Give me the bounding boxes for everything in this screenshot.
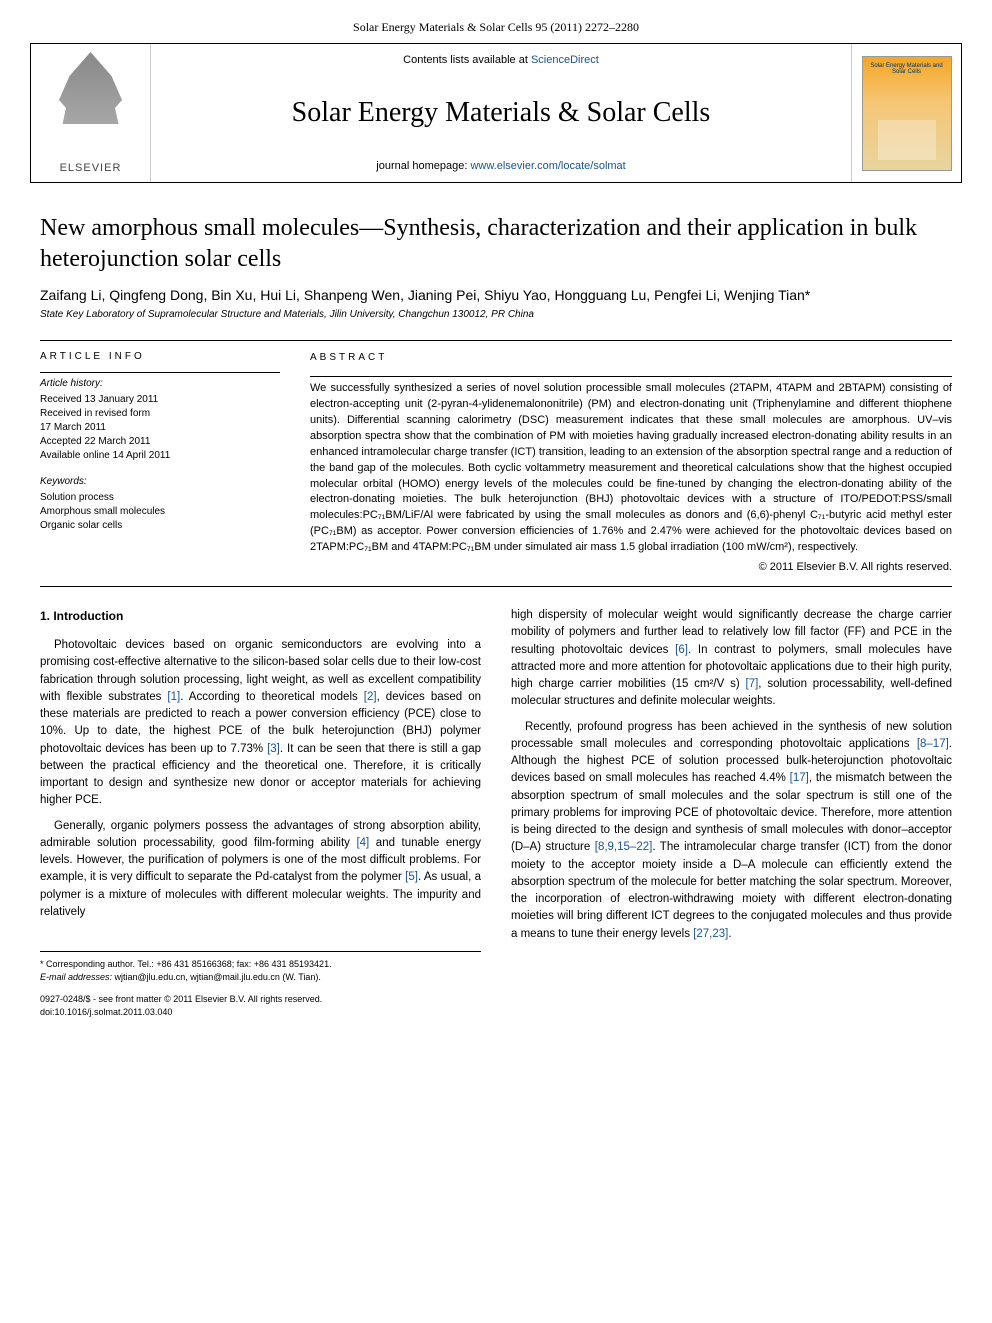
intro-heading: 1. Introduction bbox=[40, 607, 481, 625]
column-right: high dispersity of molecular weight woul… bbox=[511, 607, 952, 983]
para-3: high dispersity of molecular weight woul… bbox=[511, 607, 952, 711]
abstract-label: abstract bbox=[310, 351, 952, 366]
ref-5[interactable]: [5] bbox=[405, 871, 418, 883]
footnote: * Corresponding author. Tel.: +86 431 85… bbox=[40, 951, 481, 983]
ref-4[interactable]: [4] bbox=[356, 837, 369, 849]
email-line: E-mail addresses: wjtian@jlu.edu.cn, wjt… bbox=[40, 971, 481, 984]
info-divider bbox=[40, 372, 280, 373]
authors-list: Zaifang Li, Qingfeng Dong, Bin Xu, Hui L… bbox=[40, 287, 952, 303]
abstract: abstract We successfully synthesized a s… bbox=[310, 351, 952, 576]
divider-top bbox=[40, 340, 952, 341]
history-head: Article history: bbox=[40, 377, 280, 391]
header-journal-ref[interactable]: Solar Energy Materials & Solar Cells 95 … bbox=[0, 0, 992, 43]
publisher-block: ELSEVIER bbox=[31, 44, 151, 182]
masthead: ELSEVIER Contents lists available at Sci… bbox=[30, 43, 962, 183]
affiliation: State Key Laboratory of Supramolecular S… bbox=[40, 309, 952, 320]
footer-meta: 0927-0248/$ - see front matter © 2011 El… bbox=[40, 993, 952, 1018]
sciencedirect-link[interactable]: ScienceDirect bbox=[531, 54, 599, 66]
ref-27-23[interactable]: [27,23] bbox=[693, 928, 728, 940]
history-dates: Received 13 January 2011 Received in rev… bbox=[40, 393, 280, 463]
article-history: Article history: Received 13 January 201… bbox=[40, 377, 280, 463]
elsevier-tree-icon bbox=[56, 52, 126, 132]
para-1: Photovoltaic devices based on organic se… bbox=[40, 637, 481, 810]
homepage-line: journal homepage: www.elsevier.com/locat… bbox=[161, 160, 841, 172]
abstract-divider bbox=[310, 376, 952, 377]
journal-cover-thumbnail: Solar Energy Materials and Solar Cells bbox=[862, 56, 952, 171]
masthead-center: Contents lists available at ScienceDirec… bbox=[151, 44, 851, 182]
publisher-name: ELSEVIER bbox=[60, 162, 122, 174]
journal-name: Solar Energy Materials & Solar Cells bbox=[161, 97, 841, 129]
cover-thumb-block: Solar Energy Materials and Solar Cells bbox=[851, 44, 961, 182]
article-title: New amorphous small molecules—Synthesis,… bbox=[40, 213, 952, 275]
abstract-copyright: © 2011 Elsevier B.V. All rights reserved… bbox=[310, 560, 952, 576]
keywords-head: Keywords: bbox=[40, 475, 280, 489]
ref-8-9-15-22[interactable]: [8,9,15–22] bbox=[595, 841, 653, 853]
homepage-link[interactable]: www.elsevier.com/locate/solmat bbox=[470, 160, 625, 172]
ref-1[interactable]: [1] bbox=[167, 691, 180, 703]
ref-7[interactable]: [7] bbox=[746, 678, 759, 690]
ref-17[interactable]: [17] bbox=[790, 772, 809, 784]
ref-8-17[interactable]: [8–17] bbox=[917, 738, 949, 750]
ref-2[interactable]: [2] bbox=[364, 691, 377, 703]
ref-3[interactable]: [3] bbox=[267, 743, 280, 755]
keywords-block: Keywords: Solution process Amorphous sma… bbox=[40, 475, 280, 533]
article-info: article info Article history: Received 1… bbox=[40, 351, 280, 576]
article-info-label: article info bbox=[40, 351, 280, 362]
para-2: Generally, organic polymers possess the … bbox=[40, 818, 481, 922]
column-left: 1. Introduction Photovoltaic devices bas… bbox=[40, 607, 481, 983]
divider-bottom bbox=[40, 586, 952, 587]
keywords-list: Solution process Amorphous small molecul… bbox=[40, 491, 280, 533]
issn-line: 0927-0248/$ - see front matter © 2011 El… bbox=[40, 993, 952, 1006]
para-4: Recently, profound progress has been ach… bbox=[511, 719, 952, 943]
doi-line: doi:10.1016/j.solmat.2011.03.040 bbox=[40, 1006, 952, 1019]
ref-6[interactable]: [6] bbox=[675, 644, 688, 656]
abstract-text: We successfully synthesized a series of … bbox=[310, 381, 952, 556]
contents-line: Contents lists available at ScienceDirec… bbox=[161, 54, 841, 66]
body-columns: 1. Introduction Photovoltaic devices bas… bbox=[40, 607, 952, 983]
corresponding-author: * Corresponding author. Tel.: +86 431 85… bbox=[40, 958, 481, 971]
